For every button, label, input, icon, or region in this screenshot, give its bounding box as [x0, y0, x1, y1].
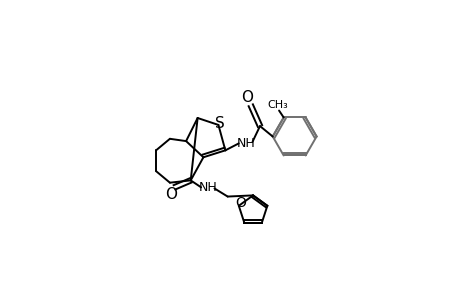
Text: O: O	[241, 90, 253, 105]
Text: CH₃: CH₃	[267, 100, 288, 110]
Text: O: O	[235, 196, 246, 210]
Text: O: O	[165, 187, 177, 202]
Text: NH: NH	[236, 137, 255, 150]
Text: NH: NH	[198, 181, 217, 194]
Text: S: S	[215, 116, 224, 131]
